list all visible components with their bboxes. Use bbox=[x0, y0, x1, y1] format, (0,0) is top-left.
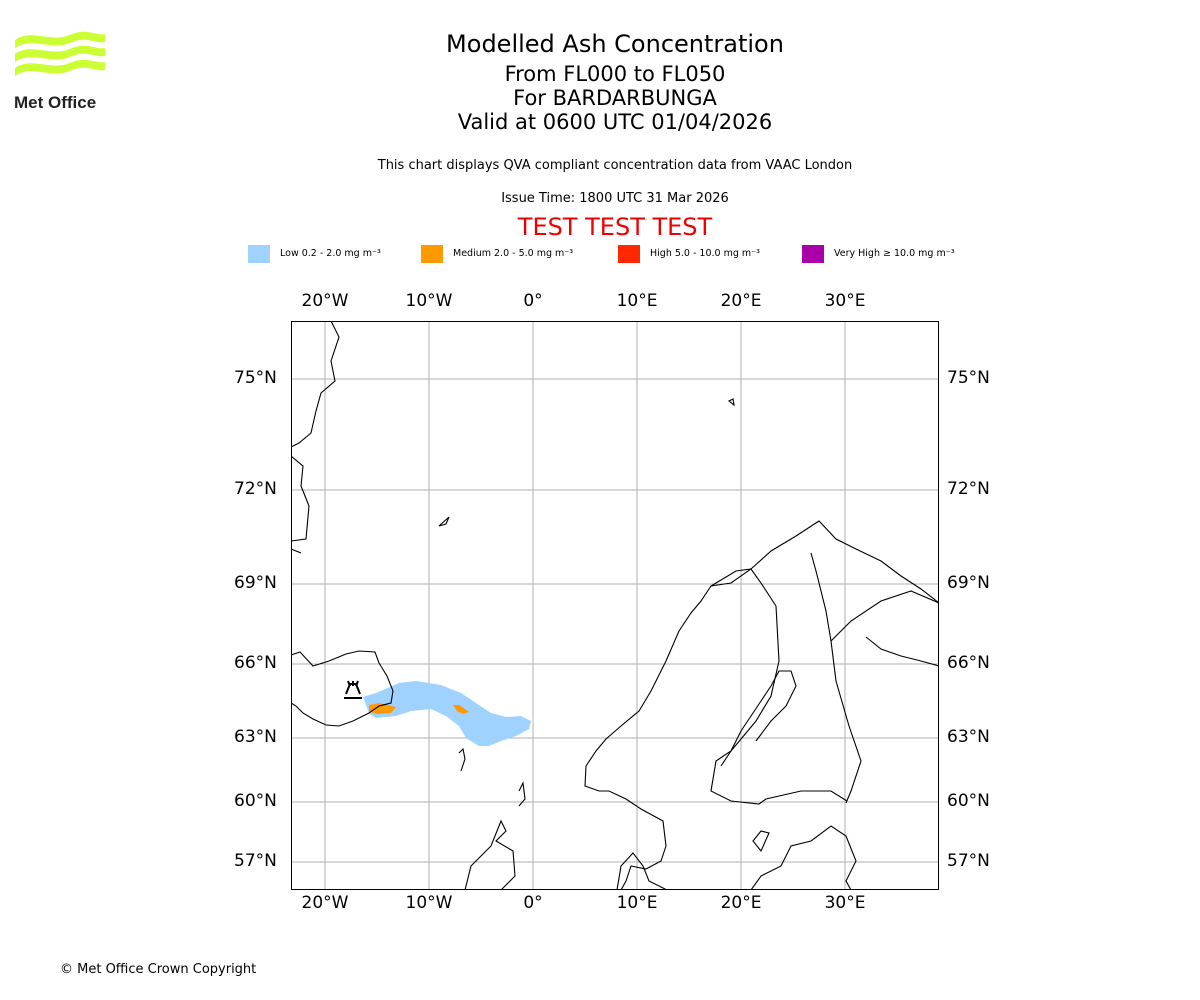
ash-medium bbox=[453, 705, 469, 714]
volcano-icon bbox=[344, 680, 362, 699]
lat-label-left: 60°N bbox=[234, 791, 277, 811]
coast-gulf-bothnia bbox=[720, 670, 797, 767]
coast-baltic bbox=[750, 825, 857, 890]
test-banner: TEST TEST TEST bbox=[517, 213, 713, 241]
map-plot bbox=[291, 321, 939, 890]
legend-swatch bbox=[248, 244, 270, 263]
coast-greenland bbox=[291, 321, 340, 554]
ash-low bbox=[363, 681, 531, 746]
legend-swatch bbox=[802, 244, 824, 263]
legend-swatch bbox=[421, 244, 443, 263]
coast-bear-island bbox=[727, 398, 735, 407]
lon-label-bottom: 30°E bbox=[824, 893, 866, 913]
lon-label-bottom: 20°E bbox=[720, 893, 762, 913]
coast-scotland bbox=[464, 819, 516, 890]
lat-label-left: 57°N bbox=[234, 851, 277, 871]
lat-label-right: 57°N bbox=[947, 851, 990, 871]
lat-label-right: 72°N bbox=[947, 479, 990, 499]
met-office-logo: Met Office bbox=[14, 31, 105, 112]
coast-shetland bbox=[518, 781, 526, 807]
coast-jan-mayen bbox=[438, 516, 450, 527]
coast-faroes bbox=[458, 747, 466, 772]
lat-label-left: 75°N bbox=[234, 368, 277, 388]
lon-label-top: 10°E bbox=[616, 291, 658, 311]
map-frame bbox=[291, 321, 939, 890]
chart-title: Modelled Ash Concentration From FL000 to… bbox=[0, 30, 1200, 134]
coast-finland-russia bbox=[830, 590, 939, 667]
lon-label-top: 10°W bbox=[405, 291, 453, 311]
legend-medium: Medium 2.0 - 5.0 mg m⁻³ bbox=[421, 244, 573, 263]
lon-label-bottom: 20°W bbox=[301, 893, 349, 913]
valid-time: Valid at 0600 UTC 01/04/2026 bbox=[457, 110, 773, 134]
legend-high: High 5.0 - 10.0 mg m⁻³ bbox=[618, 244, 760, 263]
lat-label-left: 69°N bbox=[234, 573, 277, 593]
lon-label-top: 0° bbox=[523, 291, 543, 311]
lat-label-right: 66°N bbox=[947, 653, 990, 673]
legend-very-high: Very High ≥ 10.0 mg m⁻³ bbox=[802, 244, 955, 263]
coast-denmark bbox=[616, 852, 668, 890]
issue-time: Issue Time: 1800 UTC 31 Mar 2026 bbox=[501, 191, 729, 206]
lat-label-left: 66°N bbox=[234, 653, 277, 673]
lat-label-right: 69°N bbox=[947, 573, 990, 593]
lon-label-top: 20°W bbox=[301, 291, 349, 311]
ash-medium bbox=[369, 703, 396, 714]
gridlines bbox=[291, 321, 939, 890]
coast-iceland bbox=[291, 650, 394, 727]
copyright: © Met Office Crown Copyright bbox=[60, 962, 257, 977]
lon-label-bottom: 0° bbox=[523, 893, 543, 913]
ash-plume bbox=[363, 681, 531, 746]
coastlines bbox=[291, 321, 939, 890]
chart-note: This chart displays QVA compliant concen… bbox=[377, 158, 853, 173]
coast-sweden-finland bbox=[710, 552, 862, 805]
lat-label-left: 63°N bbox=[234, 727, 277, 747]
lat-label-right: 75°N bbox=[947, 368, 990, 388]
lat-label-left: 72°N bbox=[234, 479, 277, 499]
volcano-name: For BARDARBUNGA bbox=[513, 86, 717, 110]
legend-swatch bbox=[618, 244, 640, 263]
coast-norway bbox=[584, 520, 939, 890]
lat-label-right: 60°N bbox=[947, 791, 990, 811]
svg-text:Met Office: Met Office bbox=[14, 93, 96, 112]
lon-label-bottom: 10°W bbox=[405, 893, 453, 913]
lat-label-right: 63°N bbox=[947, 727, 990, 747]
lon-label-top: 20°E bbox=[720, 291, 762, 311]
legend-low: Low 0.2 - 2.0 mg m⁻³ bbox=[248, 244, 381, 263]
lon-label-bottom: 10°E bbox=[616, 893, 658, 913]
flight-levels: From FL000 to FL050 bbox=[504, 62, 726, 86]
lon-label-top: 30°E bbox=[824, 291, 866, 311]
